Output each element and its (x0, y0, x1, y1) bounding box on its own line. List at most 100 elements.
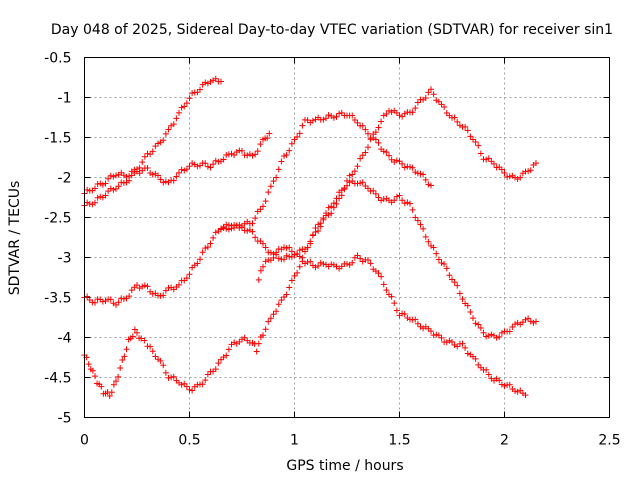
data-point (249, 220, 256, 227)
data-point (391, 300, 398, 307)
data-point (155, 172, 161, 179)
plot-frame (84, 57, 610, 418)
data-point (430, 244, 437, 251)
data-point (199, 381, 206, 388)
data-point (359, 122, 366, 129)
data-point (470, 315, 476, 322)
data-point (239, 224, 245, 231)
data-point (225, 226, 232, 233)
data-point (99, 298, 106, 305)
data-point (254, 148, 261, 155)
data-point (485, 371, 492, 378)
data-point (121, 353, 128, 360)
data-point (514, 319, 521, 326)
x-tick-label: 2 (500, 433, 509, 449)
data-point (273, 174, 280, 181)
data-point (257, 267, 264, 274)
data-point (362, 126, 369, 133)
series-1 (81, 75, 224, 197)
data-point (330, 114, 337, 121)
data-point (212, 366, 219, 373)
data-point (275, 301, 282, 308)
data-point (417, 221, 424, 228)
y-tick-label: -4.5 (44, 371, 71, 387)
data-point (320, 116, 327, 123)
data-point (244, 152, 251, 159)
data-point (270, 311, 277, 318)
data-point (270, 178, 277, 185)
data-point (320, 216, 327, 223)
data-point (181, 380, 188, 387)
data-point (181, 103, 188, 110)
data-point (527, 318, 534, 325)
data-point (257, 141, 264, 148)
data-point (108, 389, 115, 396)
data-point (404, 199, 411, 206)
data-point (286, 244, 293, 251)
data-point (496, 333, 503, 340)
data-point (375, 139, 382, 146)
data-point (404, 314, 411, 321)
data-point (288, 140, 295, 147)
data-point (422, 233, 429, 240)
data-point (512, 388, 518, 395)
data-point (225, 151, 232, 158)
data-point (181, 167, 188, 174)
data-point (472, 355, 479, 362)
data-point (283, 151, 290, 158)
data-point (92, 373, 98, 380)
data-point (399, 310, 406, 317)
data-point (288, 248, 295, 255)
data-point (296, 130, 303, 137)
data-point (365, 256, 371, 263)
data-point (396, 192, 403, 199)
data-point (220, 156, 227, 163)
data-point (365, 144, 371, 151)
data-point (105, 175, 112, 182)
data-point (249, 152, 256, 159)
data-point (204, 163, 211, 170)
data-point (157, 176, 164, 183)
data-point (386, 152, 392, 159)
data-point (428, 182, 434, 189)
data-point (255, 276, 262, 283)
data-point (275, 255, 282, 262)
data-point (351, 116, 358, 123)
data-point (422, 176, 429, 183)
data-point (336, 195, 343, 202)
data-point (110, 173, 117, 180)
y-tick-label: -1.5 (44, 131, 71, 147)
data-point (485, 332, 492, 339)
data-point (454, 343, 461, 350)
data-point (438, 334, 445, 341)
data-point (252, 234, 259, 241)
data-point (451, 342, 458, 349)
data-point (401, 200, 408, 207)
data-point (162, 178, 169, 185)
data-point (388, 293, 395, 300)
data-point (212, 75, 219, 82)
data-point (512, 321, 518, 328)
data-point (273, 249, 280, 256)
y-tick-label: -0.5 (44, 51, 71, 67)
data-point (359, 179, 366, 186)
data-point (199, 249, 206, 256)
data-point (139, 283, 146, 290)
data-point (162, 369, 169, 376)
data-point (141, 153, 148, 160)
data-point (533, 318, 539, 325)
data-point (197, 256, 203, 263)
data-point (349, 259, 356, 266)
data-point (346, 179, 353, 186)
data-point (428, 86, 434, 93)
data-point (435, 256, 442, 263)
data-point (514, 176, 521, 183)
data-point (149, 148, 156, 155)
data-point (459, 340, 466, 347)
data-point (165, 126, 172, 133)
data-point (346, 172, 353, 179)
data-point (160, 292, 167, 299)
data-point (328, 210, 335, 217)
data-point (317, 259, 324, 266)
